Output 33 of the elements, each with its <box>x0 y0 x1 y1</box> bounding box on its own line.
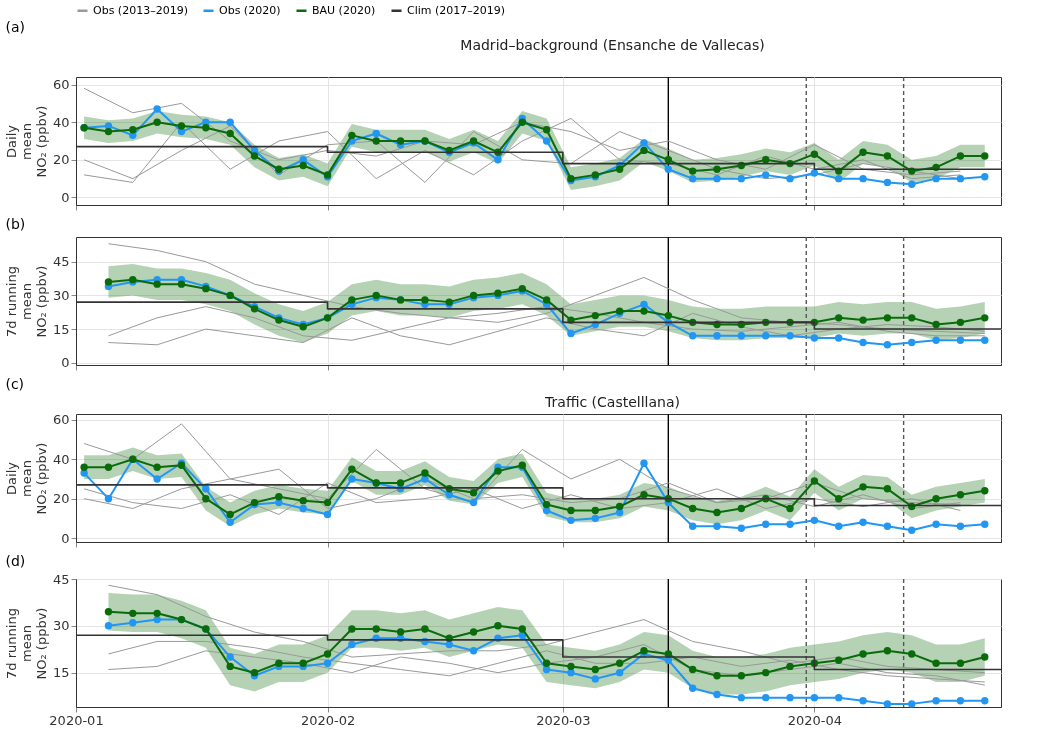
legend-label: Obs (2013–2019) <box>93 3 188 17</box>
y-tick-label: 0 <box>61 189 70 205</box>
legend-label: BAU (2020) <box>312 3 376 17</box>
text: Traffic (Castelllana) <box>544 394 680 410</box>
y-tick-label: 40 <box>52 114 70 130</box>
text: Madrid–background (Ensanche de Vallecas) <box>460 37 765 53</box>
y-tick-label: 20 <box>52 491 70 507</box>
y-tick-label: 15 <box>52 321 70 337</box>
y-axis-title: Daily mean NO₂ (ppbv) <box>3 105 49 178</box>
chart-title: (b) <box>5 216 26 233</box>
y-tick-label: 0 <box>61 355 70 371</box>
chart-title: (c) <box>5 376 25 392</box>
y-tick-label: 45 <box>52 254 70 270</box>
x-tick-label: 2020-02 <box>300 712 356 728</box>
y-tick-label: 60 <box>52 412 70 428</box>
y-tick-label: 0 <box>61 530 70 546</box>
y-tick-label: 15 <box>52 665 70 681</box>
y-tick-label: 30 <box>52 287 70 303</box>
chart-title: (d) <box>5 553 26 569</box>
y-tick-label: 60 <box>52 77 70 93</box>
y-tick-label: 20 <box>52 152 70 168</box>
y-tick-label: 40 <box>52 451 70 467</box>
legend-label: Clim (2017–2019) <box>407 3 506 17</box>
x-tick-label: 2020-04 <box>787 712 843 728</box>
y-axis-title: 7d running mean NO₂ (ppbv) <box>3 265 49 338</box>
chart-title: (a) <box>5 19 25 35</box>
legend-label: Obs (2020) <box>219 3 281 17</box>
y-tick-label: 30 <box>52 618 70 634</box>
x-tick-label: 2020-03 <box>536 712 591 728</box>
y-tick-label: 45 <box>52 571 70 587</box>
y-axis-title: 7d running mean NO₂ (ppbv) <box>3 607 49 680</box>
y-axis-title: Daily mean NO₂ (ppbv) <box>3 442 49 515</box>
x-tick-label: 2020-01 <box>49 712 104 728</box>
